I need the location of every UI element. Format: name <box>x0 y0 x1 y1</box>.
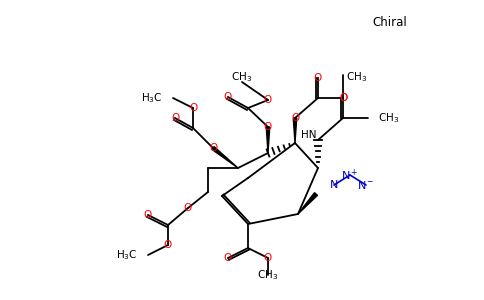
Text: O: O <box>184 203 192 213</box>
Text: N$^+$: N$^+$ <box>341 167 359 183</box>
Text: O: O <box>224 92 232 102</box>
Text: CH$_3$: CH$_3$ <box>378 111 399 125</box>
Text: O: O <box>264 253 272 263</box>
Text: N$^-$: N$^-$ <box>357 179 375 191</box>
Polygon shape <box>298 193 318 214</box>
Polygon shape <box>293 118 297 143</box>
Text: CH$_3$: CH$_3$ <box>257 268 279 282</box>
Text: O: O <box>291 113 299 123</box>
Text: H$_3$C: H$_3$C <box>141 91 163 105</box>
Text: O: O <box>339 93 347 103</box>
Text: O: O <box>171 113 179 123</box>
Text: HN: HN <box>301 130 316 140</box>
Text: Chiral: Chiral <box>373 16 408 28</box>
Text: O: O <box>314 73 322 83</box>
Polygon shape <box>266 127 270 153</box>
Text: O: O <box>224 253 232 263</box>
Text: O: O <box>164 240 172 250</box>
Text: O: O <box>264 122 272 132</box>
Text: O: O <box>209 143 217 153</box>
Text: CH$_3$: CH$_3$ <box>231 70 253 84</box>
Polygon shape <box>212 147 238 168</box>
Text: H$_3$C: H$_3$C <box>117 248 138 262</box>
Text: CH$_3$: CH$_3$ <box>346 70 367 84</box>
Text: O: O <box>144 210 152 220</box>
Text: O: O <box>339 93 347 103</box>
Text: O: O <box>264 95 272 105</box>
Text: N: N <box>330 180 338 190</box>
Text: O: O <box>189 103 197 113</box>
